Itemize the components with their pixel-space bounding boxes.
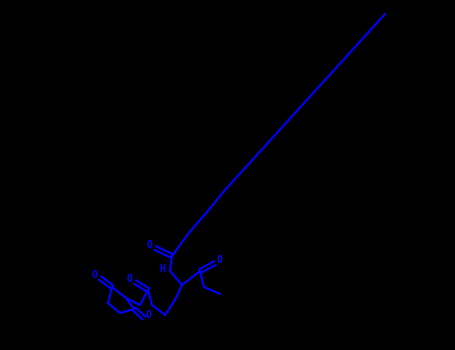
Text: O: O [147,240,153,250]
Text: O: O [92,270,98,280]
Text: O: O [127,274,133,284]
Text: O: O [217,255,223,265]
Text: H: H [159,264,165,274]
Text: O: O [146,310,152,320]
